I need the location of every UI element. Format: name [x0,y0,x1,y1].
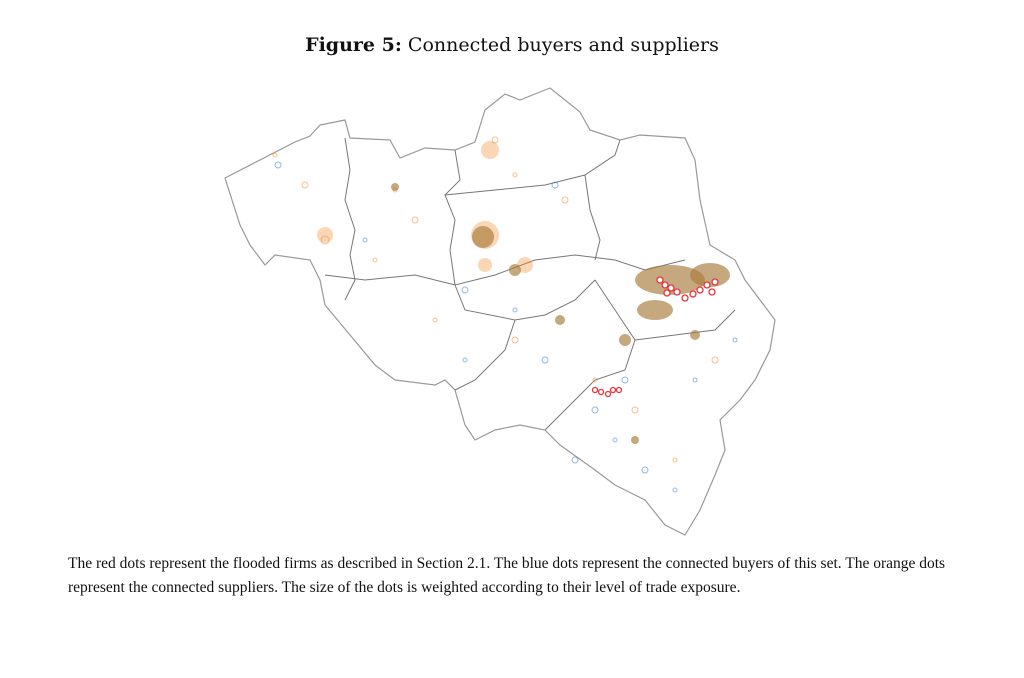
supplier-clusters [317,141,533,273]
figure-label: Figure 5: [305,34,402,56]
flooded-firm-dots [591,276,719,398]
figure-caption: The red dots represent the flooded firms… [68,555,946,596]
figure-title-text: Connected buyers and suppliers [407,34,719,56]
buyer-dots [274,161,738,493]
figure-title: Figure 5: Connected buyers and suppliers [0,34,1024,56]
belgium-map [224,87,776,536]
country-border [224,87,776,536]
overlap-clusters [391,183,730,444]
supplier-dots [272,136,719,463]
